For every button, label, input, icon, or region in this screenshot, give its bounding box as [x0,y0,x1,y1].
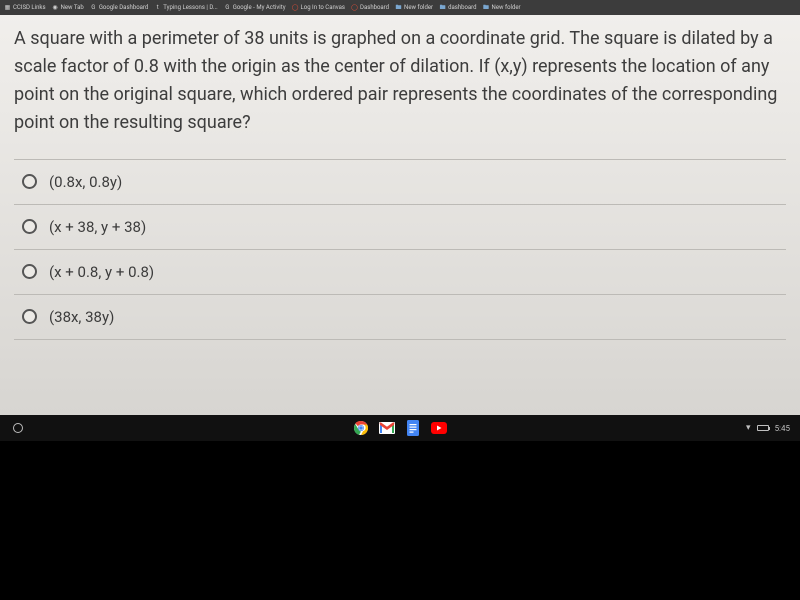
clock: 5:45 [775,424,790,433]
bookmark-new-tab[interactable]: ◉ New Tab [52,4,84,11]
bookmark-my-activity[interactable]: G Google - My Activity [224,4,286,11]
quiz-content: A square with a perimeter of 38 units is… [0,15,800,415]
answer-label: (x + 0.8, y + 0.8) [49,263,154,281]
bookmark-label: Google - My Activity [233,4,286,11]
answer-option-2[interactable]: (x + 38, y + 38) [14,204,786,249]
canvas-icon: ◯ [292,4,299,11]
answer-list: (0.8x, 0.8y) (x + 38, y + 38) (x + 0.8, … [14,159,786,340]
canvas-icon: ◯ [351,4,358,11]
bookmark-google-dashboard[interactable]: G Google Dashboard [90,4,148,11]
chrome-app-icon[interactable] [353,420,369,436]
youtube-app-icon[interactable] [431,420,447,436]
globe-icon: ◉ [52,4,59,11]
bookmark-label: New folder [492,4,521,11]
wifi-icon: ▾ [746,423,751,433]
launcher-button[interactable] [0,423,36,433]
radio-icon [22,309,37,324]
bookmark-label: New folder [404,4,433,11]
folder-icon: 🖿 [395,4,402,11]
bookmark-label: New Tab [61,4,84,11]
taskbar-pinned-apps [353,420,447,436]
screen-area: ▦ CCISD Links ◉ New Tab G Google Dashboa… [0,0,800,415]
typing-icon: t [154,4,161,11]
bookmark-canvas-login[interactable]: ◯ Log In to Canvas [292,4,345,11]
answer-option-1[interactable]: (0.8x, 0.8y) [14,159,786,204]
bookmark-folder-2[interactable]: 🖿 dashboard [439,4,476,11]
radio-icon [22,174,37,189]
bookmark-folder-1[interactable]: 🖿 New folder [395,4,433,11]
bookmark-label: Google Dashboard [99,4,148,11]
google-icon: G [224,4,231,11]
bookmark-label: Typing Lessons | D... [163,4,217,11]
system-tray[interactable]: ▾ 5:45 [746,423,800,433]
bookmark-canvas-dashboard[interactable]: ◯ Dashboard [351,4,389,11]
radio-icon [22,264,37,279]
answer-option-4[interactable]: (38x, 38y) [14,294,786,340]
bookmark-label: dashboard [448,4,476,11]
answer-label: (0.8x, 0.8y) [49,173,122,191]
gmail-app-icon[interactable] [379,420,395,436]
folder-icon: 🖿 [483,4,490,11]
bookmark-ccisd-links[interactable]: ▦ CCISD Links [4,4,46,11]
grid-icon: ▦ [4,4,11,11]
radio-icon [22,219,37,234]
bookmark-label: Dashboard [360,4,389,11]
answer-option-3[interactable]: (x + 0.8, y + 0.8) [14,249,786,294]
bookmark-label: Log In to Canvas [301,4,345,11]
bookmark-label: CCISD Links [13,4,46,11]
bookmark-typing-lessons[interactable]: t Typing Lessons | D... [154,4,217,11]
answer-label: (38x, 38y) [49,308,114,326]
folder-icon: 🖿 [439,4,446,11]
answer-label: (x + 38, y + 38) [49,218,146,236]
bookmarks-bar: ▦ CCISD Links ◉ New Tab G Google Dashboa… [0,0,800,15]
docs-app-icon[interactable] [405,420,421,436]
google-icon: G [90,4,97,11]
taskbar: ▾ 5:45 [0,415,800,441]
launcher-icon [13,423,23,433]
question-text: A square with a perimeter of 38 units is… [14,25,786,137]
bookmark-folder-3[interactable]: 🖿 New folder [483,4,521,11]
battery-icon [757,425,769,431]
